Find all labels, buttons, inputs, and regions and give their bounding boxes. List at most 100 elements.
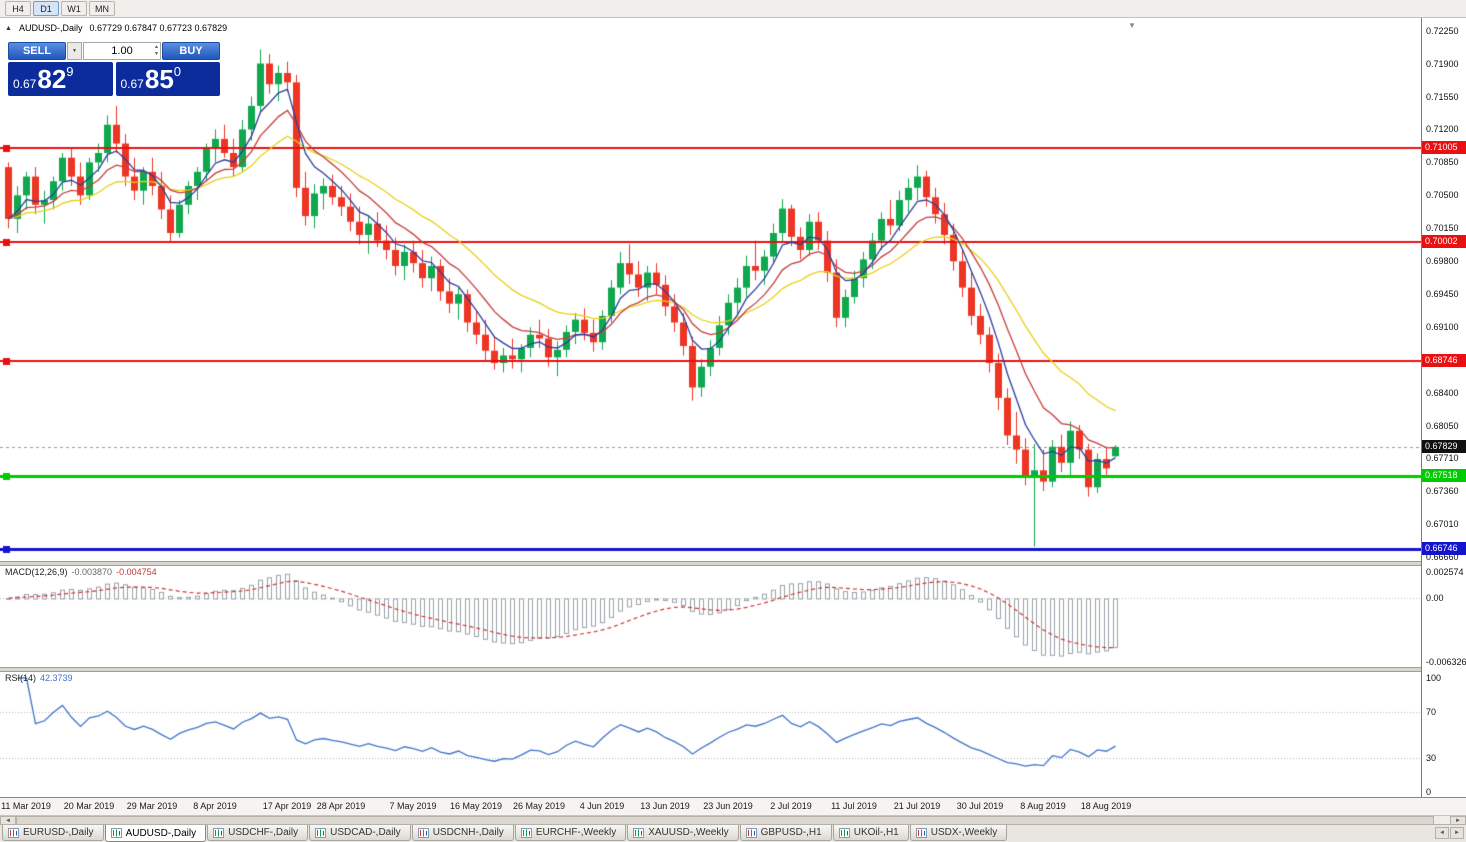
chart-icon — [8, 827, 19, 838]
rsi-value: 42.3739 — [40, 673, 73, 683]
chart-tab-usdchf-daily[interactable]: USDCHF-,Daily — [207, 825, 309, 841]
timeframe-button-d1[interactable]: D1 — [33, 1, 59, 16]
date-axis-label: 17 Apr 2019 — [262, 801, 312, 811]
chart-tab-ukoil-h1[interactable]: UKOil-,H1 — [832, 825, 909, 841]
chart-ohlc-label: 0.67729 0.67847 0.67723 0.67829 — [89, 23, 228, 33]
tab-label: EURCHF-,Weekly — [535, 827, 617, 838]
price-axis-tick: 0.67710 — [1426, 453, 1459, 463]
chart-tab-usdcad-daily[interactable]: USDCAD-,Daily — [309, 825, 411, 841]
tab-label: USDCNH-,Daily — [432, 827, 504, 838]
sell-price-base: 0.67 — [13, 76, 37, 91]
date-axis-label: 2 Jul 2019 — [770, 801, 812, 811]
rsi-scale-label: 30 — [1426, 753, 1437, 763]
rsi-name: RSI(14) — [5, 673, 37, 683]
price-axis-tick: 0.71550 — [1426, 92, 1459, 102]
sell-price-display[interactable]: 0.67 82 9 — [8, 62, 113, 96]
price-axis-tick: 0.72250 — [1426, 26, 1459, 36]
date-axis-label: 11 Jul 2019 — [831, 801, 877, 811]
buy-price-big: 85 — [144, 64, 174, 94]
rsi-scale-label: 100 — [1426, 673, 1442, 683]
chart-icon — [745, 827, 757, 838]
price-axis-tick: 0.70500 — [1426, 190, 1459, 200]
price-level-badge: 0.67518 — [1422, 469, 1466, 482]
price-axis-tick: 0.70150 — [1426, 223, 1459, 233]
chart-tab-usdx-weekly[interactable]: USDX-,Weekly — [909, 825, 1008, 841]
date-axis-label: 26 May 2019 — [512, 801, 566, 811]
chart-icon — [213, 827, 225, 838]
chart-icon — [520, 827, 532, 838]
date-axis-label: 7 May 2019 — [389, 801, 437, 811]
chart-icon — [633, 827, 645, 838]
price-axis[interactable]: 0.72250 0.71900 0.71550 0.71200 0.70850 0.705… — [1421, 18, 1466, 797]
date-axis-label: 30 Jul 2019 — [956, 801, 1004, 811]
tab-label: USDX-,Weekly — [930, 827, 998, 838]
date-axis[interactable]: 11 Mar 2019 20 Mar 2019 29 Mar 2019 8 Apr 2… — [0, 797, 1466, 815]
date-axis-label: 4 Jun 2019 — [579, 801, 625, 811]
macd-name: MACD(12,26,9) — [5, 567, 68, 577]
tab-label: USDCAD-,Daily — [330, 827, 401, 838]
buy-button[interactable]: BUY — [162, 42, 220, 60]
rsi-scale-label: 70 — [1426, 707, 1437, 717]
panel-splitter[interactable] — [0, 561, 1466, 566]
price-chart-canvas[interactable] — [0, 18, 1421, 561]
tab-scroll-left-button[interactable]: ◄ — [1435, 827, 1449, 839]
macd-main-value: -0.003870 — [71, 567, 113, 577]
tab-label: USDCHF-,Daily — [228, 827, 299, 838]
chart-shift-marker-icon: ▼ — [1128, 21, 1136, 30]
sell-price-sup: 9 — [66, 63, 74, 79]
timeframe-button-w1[interactable]: W1 — [61, 1, 87, 16]
spin-up-icon: ▲ — [154, 44, 159, 50]
buy-price-sup: 0 — [173, 63, 182, 79]
tab-label: GBPUSD-,H1 — [760, 827, 822, 838]
chart-tab-eurchf-weekly[interactable]: EURCHF-,Weekly — [514, 825, 627, 841]
one-click-collapse-toggle[interactable]: ▲ — [5, 24, 12, 32]
price-axis-tick: 0.68400 — [1426, 388, 1459, 398]
chart-symbol-label: AUDUSD-,Daily — [18, 23, 83, 33]
timeframe-toolbar: H4 D1 W1 MN — [0, 0, 1466, 18]
volume-spinner[interactable]: ▲ ▼ — [154, 44, 159, 58]
date-axis-label: 20 Mar 2019 — [63, 801, 115, 811]
chart-icon — [417, 827, 429, 838]
buy-price-display[interactable]: 0.67 85 0 — [115, 62, 220, 96]
price-axis-tick: 0.70850 — [1426, 157, 1459, 167]
price-axis-tick: 0.71900 — [1426, 59, 1459, 69]
rsi-indicator-canvas[interactable] — [0, 670, 1421, 797]
price-axis-tick: 0.68050 — [1426, 421, 1459, 431]
chart-tab-usdcnh-daily[interactable]: USDCNH-,Daily — [411, 825, 514, 841]
price-level-badge: 0.71005 — [1422, 141, 1466, 154]
panel-splitter[interactable] — [0, 667, 1466, 672]
macd-scale-label: 0.002574 — [1426, 567, 1464, 577]
chart-tab-xauusd-weekly[interactable]: XAUUSD-,Weekly — [627, 825, 739, 841]
price-axis-tick: 0.67010 — [1426, 519, 1459, 529]
chart-title: ▲ AUDUSD-,Daily 0.67729 0.67847 0.67723 … — [5, 23, 227, 33]
macd-signal-value: -0.004754 — [116, 567, 157, 577]
date-axis-label: 21 Jul 2019 — [893, 801, 941, 811]
chart-tab-audusd-daily[interactable]: AUDUSD-,Daily — [104, 825, 207, 842]
sell-button[interactable]: SELL — [8, 42, 66, 60]
price-axis-tick: 0.69450 — [1426, 289, 1459, 299]
price-axis-tick: 0.67360 — [1426, 486, 1459, 496]
price-level-badge: 0.70002 — [1422, 235, 1466, 248]
price-axis-tick: 0.66660 — [1426, 552, 1459, 562]
rsi-indicator-label: RSI(14) 42.3739 — [5, 673, 73, 683]
chart-icon — [915, 827, 927, 838]
date-axis-label: 18 Aug 2019 — [1080, 801, 1132, 811]
chart-icon — [110, 828, 122, 838]
date-axis-label: 29 Mar 2019 — [126, 801, 178, 811]
date-axis-label: 13 Jun 2019 — [640, 801, 690, 811]
macd-scale-label: -0.006326 — [1426, 657, 1466, 667]
buy-price-base: 0.67 — [120, 76, 144, 91]
timeframe-button-mn[interactable]: MN — [89, 1, 115, 16]
chart-icon — [315, 827, 327, 838]
tab-scroll-right-button[interactable]: ► — [1450, 827, 1464, 839]
volume-input[interactable]: 1.00 ▲ ▼ — [83, 42, 161, 60]
macd-indicator-label: MACD(12,26,9) -0.003870 -0.004754 — [5, 567, 157, 577]
chart-tab-eurusd-daily[interactable]: EURUSD-,Daily — [2, 825, 104, 841]
chart-window: ▲ AUDUSD-,Daily 0.67729 0.67847 0.67723 … — [0, 18, 1466, 797]
volume-dropdown-button[interactable]: ▼ — [67, 42, 82, 60]
chart-icon — [838, 827, 850, 838]
timeframe-button-h4[interactable]: H4 — [5, 1, 31, 16]
macd-indicator-canvas[interactable] — [0, 564, 1421, 667]
current-price-badge: 0.67829 — [1422, 440, 1466, 453]
chart-tab-gbpusd-h1[interactable]: GBPUSD-,H1 — [739, 825, 832, 841]
